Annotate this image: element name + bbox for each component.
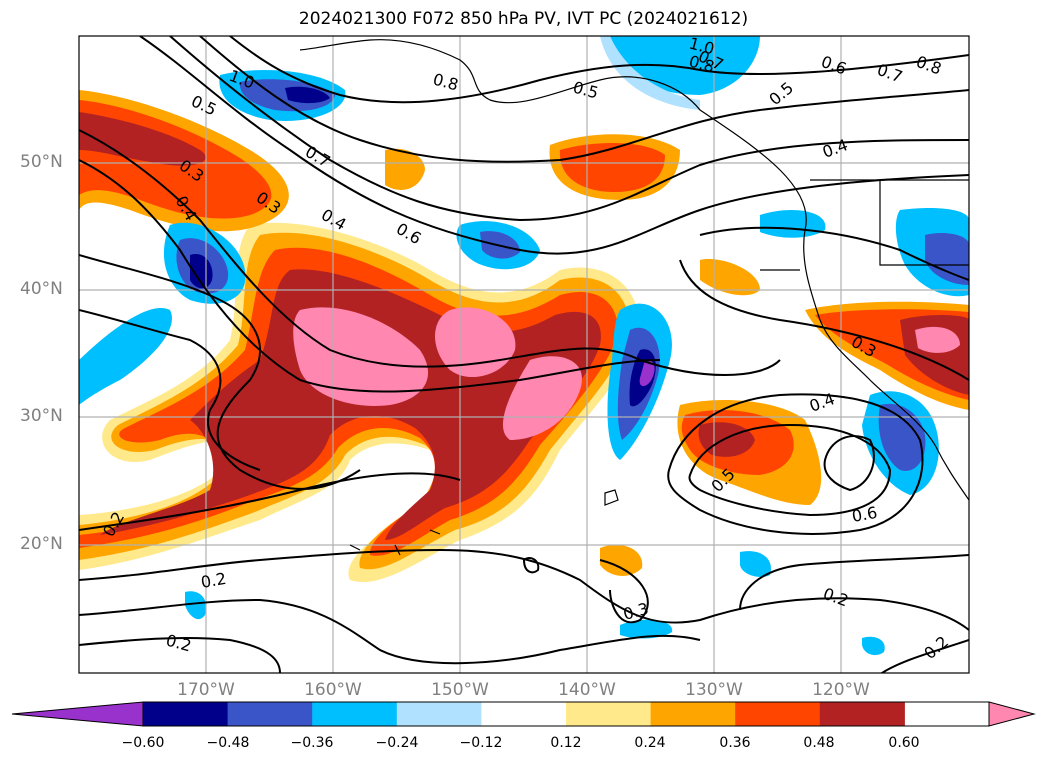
colorbar-cell: [481, 702, 567, 726]
colorbar: [11, 701, 1036, 727]
colorbar-cell: [650, 702, 736, 726]
ivt-contours: [79, 36, 969, 673]
lon-label-170w: 170°W: [177, 680, 235, 700]
colorbar-tick: 0.24: [634, 735, 666, 751]
colorbar-cell: [819, 702, 905, 726]
colorbar-cell: [566, 702, 652, 726]
colorbar-extend-low: [11, 701, 144, 727]
map-frame: [78, 35, 970, 674]
colorbar-cell: [227, 702, 313, 726]
map-title: 2024021300 F072 850 hPa PV, IVT PC (2024…: [298, 9, 749, 29]
colorbar-tick: 0.36: [719, 735, 751, 751]
lat-label-30n: 30°N: [20, 406, 63, 426]
contour-label: 0.6: [850, 503, 878, 526]
coastlines: [299, 39, 969, 556]
lon-label-130w: 130°W: [685, 680, 743, 700]
lon-label-150w: 150°W: [431, 680, 489, 700]
colorbar-tick: 0.12: [550, 735, 582, 751]
pv-shading: [79, 36, 969, 656]
colorbar-tick: −0.12: [459, 735, 503, 751]
colorbar-extend-high: [988, 701, 1036, 727]
lon-label-160w: 160°W: [304, 680, 362, 700]
lat-label-40n: 40°N: [20, 279, 63, 299]
colorbar-tick: −0.24: [375, 735, 419, 751]
colorbar-tick: 0.48: [803, 735, 835, 751]
colorbar-tick: −0.36: [290, 735, 334, 751]
contour-label: 0.2: [199, 569, 227, 592]
colorbar-cell: [143, 702, 229, 726]
colorbar-cell: [396, 702, 482, 726]
lat-label-20n: 20°N: [20, 534, 63, 554]
lat-label-50n: 50°N: [20, 152, 63, 172]
lon-label-120w: 120°W: [812, 680, 870, 700]
colorbar-cell: [312, 702, 398, 726]
colorbar-tick: −0.60: [121, 735, 165, 751]
colorbar-tick: 0.60: [888, 735, 920, 751]
lon-label-140w: 140°W: [558, 680, 616, 700]
colorbar-tick: −0.48: [206, 735, 250, 751]
colorbar-cell: [735, 702, 821, 726]
